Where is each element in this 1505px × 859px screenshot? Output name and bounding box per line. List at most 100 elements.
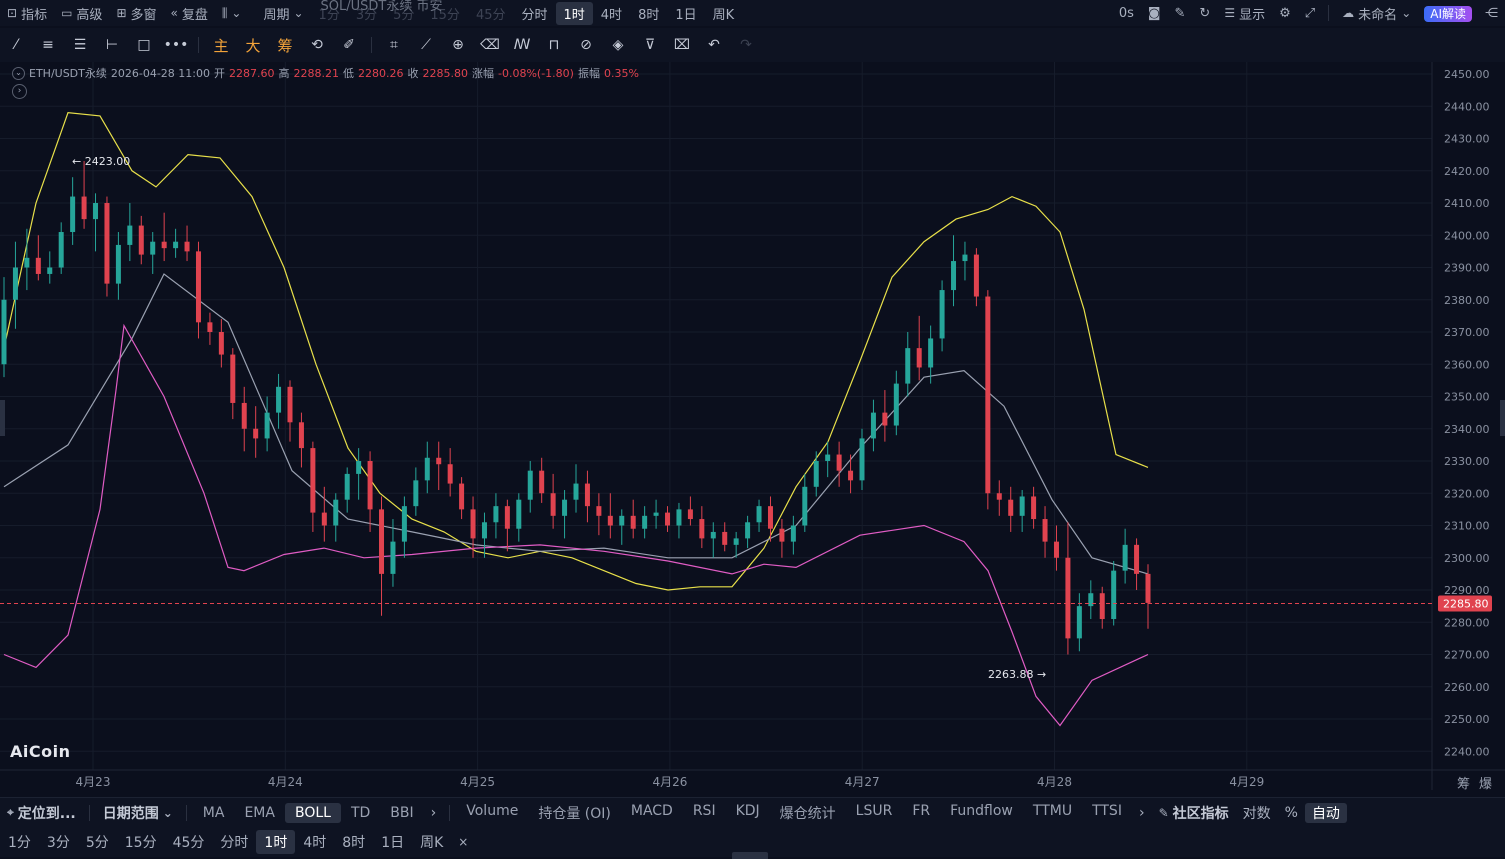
sub-indicator-tab-5[interactable]: 爆仓统计: [779, 805, 836, 822]
community-indicators-button[interactable]: ✎ 社区指标: [1158, 805, 1229, 822]
main-indicator-tab-3[interactable]: TD: [350, 804, 371, 821]
auto-scale-toggle[interactable]: 自动: [1304, 802, 1347, 823]
log-scale-toggle[interactable]: 对数: [1242, 805, 1271, 822]
more-sub-icon[interactable]: ›: [1138, 804, 1145, 821]
bottom-drag-handle[interactable]: [732, 852, 768, 859]
filter-icon[interactable]: ⊽: [644, 37, 656, 53]
sub-indicator-tab-7[interactable]: FR: [912, 802, 931, 819]
main-indicator-tab-2[interactable]: BOLL: [284, 802, 341, 823]
more-tools-icon[interactable]: •••: [163, 37, 189, 53]
period-tab-10[interactable]: 周K: [712, 7, 735, 23]
settings-icon[interactable]: ⚙: [1279, 5, 1291, 21]
bottom-period-tab-0[interactable]: 1分: [8, 835, 31, 851]
eraser-icon[interactable]: ⌫: [480, 37, 500, 53]
horizontal-lines-icon[interactable]: ☰: [73, 37, 87, 53]
candle-body: [184, 241, 190, 252]
bottom-period-tab-2[interactable]: 5分: [85, 835, 109, 851]
sub-indicator-tab-0[interactable]: Volume: [466, 802, 519, 819]
main-indicator-tab-1[interactable]: EMA: [244, 804, 275, 821]
candle-body: [161, 241, 167, 249]
layout-name-button[interactable]: ☁ 未命名 ⌄: [1342, 6, 1412, 23]
bottom-period-tab-9[interactable]: 1日: [381, 835, 405, 851]
camera-icon[interactable]: ◙: [1147, 5, 1161, 21]
period-tab-3[interactable]: 15分: [430, 7, 460, 23]
ai-analysis-button[interactable]: AI解读: [1424, 5, 1472, 22]
period-tab-7[interactable]: 4时: [600, 7, 623, 23]
date-range-button[interactable]: 日期范围 ⌄: [102, 805, 173, 822]
period-tab-9[interactable]: 1日: [675, 7, 697, 23]
locate-button[interactable]: ⌖ 定位到...: [7, 805, 76, 822]
time-axis[interactable]: 4月23 4月24 4月25 4月26 4月27 4月28 4月29 筹爆: [76, 775, 1492, 792]
period-dropdown[interactable]: 周期 ⌄: [263, 6, 304, 23]
candle-body: [813, 461, 819, 487]
bottom-period-tab-10[interactable]: 周K: [420, 835, 444, 851]
rectangle-icon[interactable]: □: [137, 37, 151, 53]
parallel-lines-icon[interactable]: ≡: [42, 37, 54, 53]
collapse-icon[interactable]: ⌄: [12, 66, 25, 80]
multi-window-button[interactable]: ⊞ 多窗: [116, 6, 157, 23]
layers-icon[interactable]: ◈: [612, 37, 624, 53]
close-period-bar-button[interactable]: ×: [458, 835, 469, 849]
bottom-period-tab-8[interactable]: 8时: [342, 835, 366, 851]
sub-indicator-tab-6[interactable]: LSUR: [855, 802, 893, 819]
replay-button[interactable]: «复盘: [170, 6, 208, 23]
sub-indicator-tab-2[interactable]: MACD: [630, 802, 673, 819]
display-button[interactable]: ☰ 显示: [1224, 6, 1266, 23]
period-tab-1[interactable]: 3分: [355, 7, 378, 23]
main-indicator-tab-4[interactable]: BBI: [390, 804, 414, 821]
time-tick-label: 4月29: [1229, 775, 1264, 789]
left-drag-handle[interactable]: [0, 400, 5, 436]
zoom-icon[interactable]: ⊕: [452, 37, 464, 53]
lock-icon[interactable]: ⊓: [548, 37, 560, 53]
period-tab-8[interactable]: 8时: [638, 7, 660, 23]
undo-icon[interactable]: ↶: [708, 37, 720, 53]
pattern-icon[interactable]: ꟿ: [513, 37, 531, 53]
indicator-button[interactable]: ⊡ 指标: [7, 6, 48, 23]
candle-body: [1053, 541, 1059, 558]
period-tab-5[interactable]: 分时: [521, 7, 548, 23]
period-tab-6[interactable]: 1时: [555, 1, 593, 25]
main-force-button[interactable]: 主: [213, 36, 229, 55]
crop-icon[interactable]: ⌗: [390, 37, 398, 53]
bottom-period-tab-6[interactable]: 1时: [256, 830, 296, 854]
pen-icon[interactable]: ✎: [1174, 5, 1186, 21]
main-indicator-tab-0[interactable]: MA: [202, 804, 225, 821]
period-tab-4[interactable]: 45分: [475, 7, 506, 23]
rotate-icon[interactable]: ↻: [1199, 5, 1211, 21]
sub-indicator-tab-9[interactable]: TTMU: [1032, 802, 1073, 819]
visibility-icon[interactable]: ⊘: [580, 37, 592, 53]
big-order-button[interactable]: 大: [245, 36, 261, 55]
price-chart[interactable]: 2240.00 2250.00 2260.00 2270.00 2280.00 2290.…: [0, 62, 1505, 795]
percent-toggle[interactable]: %: [1284, 804, 1298, 821]
sub-indicator-tab-4[interactable]: KDJ: [735, 802, 760, 819]
right-drag-handle[interactable]: [1500, 400, 1505, 436]
trash-icon[interactable]: ⌧: [673, 37, 691, 53]
ruler-icon[interactable]: ⟋: [421, 37, 431, 53]
price-axis[interactable]: 2240.00 2250.00 2260.00 2270.00 2280.00 2290.…: [1444, 68, 1490, 758]
sub-indicator-tab-10[interactable]: TTSI: [1092, 802, 1122, 819]
fullscreen-icon[interactable]: ⤢: [1304, 5, 1316, 21]
bottom-period-tab-3[interactable]: 15分: [124, 835, 157, 851]
candle-body: [745, 522, 751, 539]
bottom-period-tab-7[interactable]: 4时: [303, 835, 327, 851]
share-icon[interactable]: ⋲: [1485, 5, 1498, 21]
period-tab-0[interactable]: 1分: [318, 7, 340, 23]
sub-indicator-tab-1[interactable]: 持仓量 (OI): [538, 805, 611, 822]
bottom-period-tab-4[interactable]: 45分: [172, 835, 205, 851]
candle-body: [195, 251, 201, 323]
sub-indicator-tab-8[interactable]: Fundflow: [950, 802, 1013, 819]
redo-icon[interactable]: ↷: [740, 37, 752, 53]
trendline-tool-icon[interactable]: ⁄: [14, 37, 18, 53]
advanced-button[interactable]: ▭ 高级: [61, 6, 103, 23]
signal-icon[interactable]: ⟲: [311, 37, 323, 53]
bottom-period-tab-5[interactable]: 分时: [220, 835, 249, 851]
chart-type-button[interactable]: ⫼ ⌄: [215, 6, 249, 21]
horizontal-ray-icon[interactable]: ⊢: [105, 37, 119, 53]
chips-button[interactable]: 筹: [277, 36, 293, 55]
bottom-period-tab-1[interactable]: 3分: [46, 835, 70, 851]
more-main-icon[interactable]: ›: [430, 804, 437, 821]
expand-icon[interactable]: ›: [12, 84, 27, 99]
period-tab-2[interactable]: 5分: [393, 7, 415, 23]
sub-indicator-tab-3[interactable]: RSI: [692, 802, 716, 819]
magnet-pen-icon[interactable]: ✐: [343, 37, 355, 53]
